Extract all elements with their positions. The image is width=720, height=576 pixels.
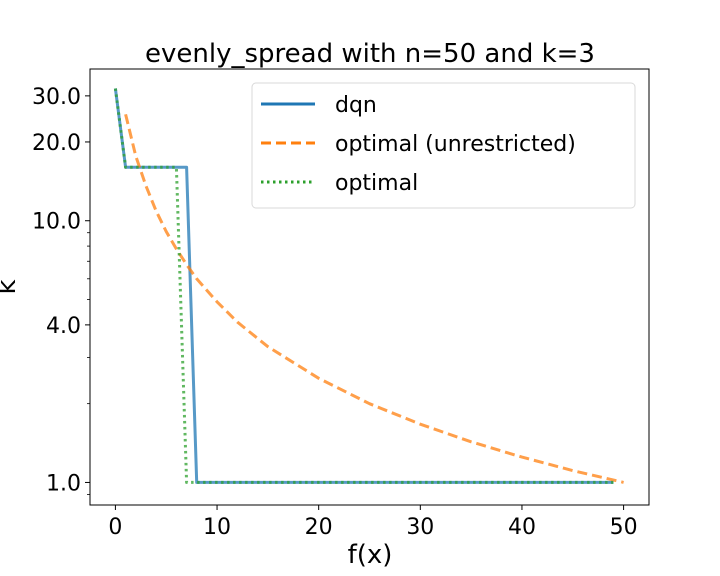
- series-line-optimal-unrestricted: [124, 113, 624, 484]
- y-axis-ticks: 1.0 4.0 10.0 20.0 30.0: [32, 85, 90, 496]
- legend-box: [251, 82, 636, 209]
- x-axis-ticks: 0 10 20 30 40 50: [108, 505, 638, 540]
- y-tick-label: 20.0: [32, 131, 81, 156]
- x-tick-label: 50: [610, 515, 638, 540]
- x-tick-label: 40: [508, 515, 536, 540]
- y-tick-label: 10.0: [32, 210, 81, 235]
- y-axis-label: k: [0, 279, 22, 294]
- legend-label-dqn: dqn: [335, 93, 377, 118]
- x-axis-label: f(x): [348, 540, 393, 570]
- plot-frame: [89, 68, 650, 506]
- x-tick-label: 20: [305, 515, 333, 540]
- y-tick-label: 30.0: [32, 85, 81, 110]
- x-tick-label: 30: [406, 515, 434, 540]
- legend: dqn optimal (unrestricted) optimal: [251, 82, 636, 209]
- y-tick-label: 4.0: [46, 314, 81, 339]
- x-tick-label: 0: [108, 515, 122, 540]
- chart-title: evenly_spread with n=50 and k=3: [145, 39, 595, 69]
- legend-label-optimal-unrestricted: optimal (unrestricted): [335, 132, 576, 157]
- legend-label-optimal: optimal: [335, 171, 418, 196]
- series-layer: [113, 88, 624, 484]
- x-tick-label: 10: [203, 515, 231, 540]
- y-tick-label: 1.0: [46, 471, 81, 496]
